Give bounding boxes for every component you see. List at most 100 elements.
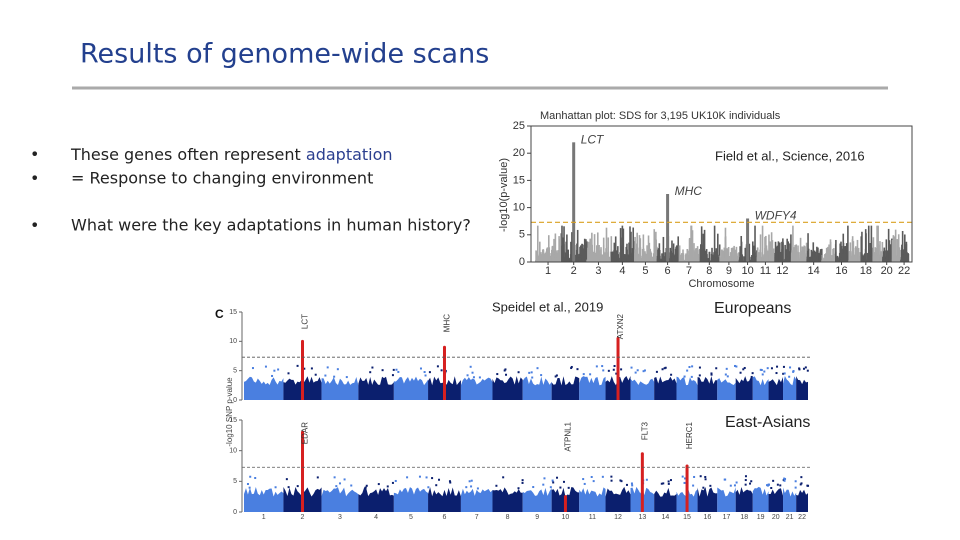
background-snp bbox=[797, 245, 799, 262]
background-snp bbox=[591, 250, 593, 262]
background-snp bbox=[791, 250, 793, 262]
background-snp bbox=[425, 476, 428, 479]
background-snps bbox=[697, 376, 718, 400]
x-tick-label: 20 bbox=[772, 514, 780, 521]
x-tick-label: 4 bbox=[619, 265, 625, 277]
background-snp bbox=[658, 250, 661, 262]
background-snp bbox=[896, 259, 898, 262]
background-snp bbox=[423, 371, 426, 374]
peak-label: FLT3 bbox=[640, 421, 649, 440]
background-snp bbox=[561, 245, 563, 262]
background-snp bbox=[681, 252, 683, 262]
background-snp bbox=[717, 258, 720, 262]
background-snp bbox=[670, 373, 673, 376]
background-snp bbox=[807, 253, 810, 262]
background-snp bbox=[345, 376, 348, 379]
background-snp bbox=[697, 253, 700, 262]
background-snp bbox=[766, 250, 769, 262]
background-snp bbox=[622, 228, 625, 262]
background-snp bbox=[647, 235, 650, 262]
background-snp bbox=[724, 257, 726, 262]
background-snp bbox=[419, 367, 422, 370]
background-snp bbox=[596, 232, 599, 262]
background-snps bbox=[783, 487, 797, 512]
background-snp bbox=[731, 247, 734, 262]
background-snp bbox=[470, 479, 473, 482]
background-snp bbox=[610, 236, 613, 262]
background-snp bbox=[669, 479, 672, 482]
background-snp bbox=[678, 260, 681, 262]
x-tick-label: 2 bbox=[301, 514, 305, 521]
background-snp bbox=[636, 247, 639, 262]
background-snp bbox=[335, 485, 338, 488]
background-snp bbox=[894, 229, 897, 262]
background-snp bbox=[681, 475, 684, 478]
background-snp bbox=[859, 252, 862, 262]
background-snp bbox=[867, 225, 870, 262]
y-tick-label: 15 bbox=[513, 174, 525, 186]
background-snp bbox=[559, 486, 562, 489]
background-snp bbox=[824, 254, 826, 262]
background-snp bbox=[695, 258, 697, 262]
x-tick-label: 1 bbox=[262, 514, 266, 521]
background-snp bbox=[552, 481, 555, 484]
background-snp bbox=[576, 368, 579, 371]
background-snp bbox=[854, 258, 857, 262]
x-tick-label: 1 bbox=[545, 265, 551, 277]
background-snp bbox=[531, 376, 534, 379]
background-snp bbox=[778, 242, 781, 262]
background-snp bbox=[471, 371, 474, 374]
background-snp bbox=[800, 476, 803, 479]
background-snp bbox=[535, 250, 537, 262]
background-snp bbox=[676, 245, 678, 262]
background-snp bbox=[646, 245, 648, 262]
background-snp bbox=[562, 480, 565, 483]
background-snp bbox=[667, 482, 670, 485]
background-snp bbox=[664, 366, 667, 369]
background-snp bbox=[708, 257, 711, 262]
background-snp bbox=[742, 368, 745, 371]
background-snp bbox=[303, 367, 306, 370]
background-snp bbox=[759, 254, 762, 262]
background-snp bbox=[864, 260, 866, 262]
bullet-highlight: adaptation bbox=[306, 145, 393, 164]
background-snp bbox=[735, 365, 738, 368]
background-snp bbox=[601, 254, 603, 262]
background-snp bbox=[753, 260, 756, 262]
background-snp bbox=[386, 485, 389, 488]
background-snp bbox=[603, 260, 606, 262]
x-tick-label: 6 bbox=[443, 514, 447, 521]
background-snp bbox=[607, 247, 609, 262]
peak-label: ATPNL1 bbox=[564, 421, 573, 451]
x-tick-label: 12 bbox=[614, 514, 622, 521]
background-snp bbox=[749, 482, 752, 485]
background-snp bbox=[634, 371, 637, 374]
background-snp bbox=[686, 369, 689, 372]
background-snp bbox=[604, 255, 606, 262]
background-snp bbox=[843, 252, 846, 262]
x-tick-label: 22 bbox=[898, 265, 910, 277]
x-tick-label: 8 bbox=[506, 514, 510, 521]
x-tick-label: 5 bbox=[642, 265, 648, 277]
background-snp bbox=[806, 484, 809, 487]
background-snp bbox=[740, 235, 743, 262]
background-snp bbox=[597, 254, 599, 262]
background-snp bbox=[775, 372, 778, 375]
background-snp bbox=[903, 254, 906, 262]
citation: Speidel et al., 2019 bbox=[492, 299, 603, 314]
background-snp bbox=[744, 483, 747, 486]
background-snp bbox=[827, 248, 829, 262]
background-snp bbox=[863, 254, 866, 262]
background-snp bbox=[843, 260, 845, 262]
y-tick-label: 5 bbox=[519, 229, 525, 241]
background-snp bbox=[684, 477, 687, 480]
background-snp bbox=[884, 258, 887, 262]
background-snp bbox=[679, 254, 681, 262]
background-snps bbox=[358, 376, 394, 400]
background-snp bbox=[561, 225, 563, 262]
background-snp bbox=[656, 248, 658, 262]
background-snp bbox=[585, 251, 587, 262]
background-snp bbox=[737, 253, 739, 262]
background-snp bbox=[821, 260, 823, 262]
background-snp bbox=[540, 258, 542, 262]
